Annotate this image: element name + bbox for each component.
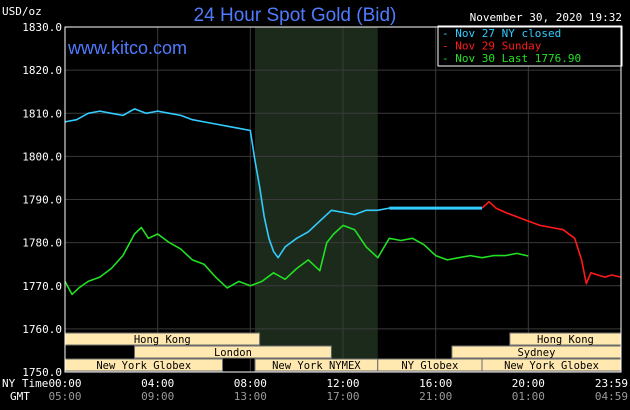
y-tick-label: 1790.0	[22, 194, 62, 207]
plot-frame	[64, 26, 622, 373]
y-tick-label: 1780.0	[22, 237, 62, 250]
market-session-label: Hong Kong	[134, 334, 191, 346]
x-tick-label-gmt: 04:59	[595, 390, 628, 403]
chart-legend: - Nov 27 NY closed- Nov 29 Sunday- Nov 3…	[437, 25, 623, 67]
market-session-label: London	[214, 347, 252, 359]
y-tick-label: 1830.0	[22, 21, 62, 34]
legend-entry: - Nov 29 Sunday	[442, 40, 542, 53]
x-tick-label-gmt: 21:00	[419, 390, 452, 403]
legend-entry: - Nov 30 Last 1776.90	[442, 52, 581, 65]
chart-date: November 30, 2020 19:32	[470, 11, 622, 24]
market-session-label: Sydney	[517, 347, 555, 359]
x-tick-label-ny: 12:00	[326, 377, 359, 390]
y-tick-label: 1820.0	[22, 64, 62, 77]
x-tick-label-ny: 08:00	[234, 377, 267, 390]
y-tick-label: 1810.0	[22, 107, 62, 120]
x-tick-label-ny: 23:59	[595, 377, 628, 390]
x-tick-label-gmt: 13:00	[234, 390, 267, 403]
y-axis-unit-label: USD/oz	[2, 5, 42, 18]
gmt-row-label: GMT	[10, 390, 30, 403]
series-line	[481, 200, 622, 285]
brand-watermark: www.kitco.com	[67, 38, 187, 58]
x-tick-label-gmt: 17:00	[326, 390, 359, 403]
x-tick-label-gmt: 09:00	[141, 390, 174, 403]
x-tick-label-ny: 04:00	[141, 377, 174, 390]
x-tick-label-gmt: 01:00	[512, 390, 545, 403]
ny-time-row-label: NY Time	[2, 377, 48, 390]
chart-title: 24 Hour Spot Gold (Bid)	[194, 5, 397, 26]
market-session-label: NY Globex	[401, 360, 458, 372]
x-tick-label-ny: 00:00	[48, 377, 81, 390]
series-line	[64, 224, 529, 296]
y-tick-label: 1770.0	[22, 280, 62, 293]
market-session-label: New York NYMEX	[272, 360, 361, 372]
x-tick-label-gmt: 05:00	[48, 390, 81, 403]
market-session-label: New York Globex	[504, 360, 599, 372]
series-line	[64, 108, 482, 259]
legend-box	[437, 25, 623, 67]
plot-area	[64, 26, 622, 373]
y-tick-label: 1760.0	[22, 323, 62, 336]
market-session-label: New York Globex	[96, 360, 191, 372]
y-tick-label: 1800.0	[22, 150, 62, 163]
x-tick-label-ny: 20:00	[512, 377, 545, 390]
x-tick-label-ny: 16:00	[419, 377, 452, 390]
legend-entry: - Nov 27 NY closed	[442, 27, 561, 40]
market-session-box	[134, 345, 332, 359]
market-session-label: Hong Kong	[537, 334, 594, 346]
axes: 1750.0 1760.0 1770.0 1780.0 1790.0 1800.0 1810…	[22, 21, 628, 403]
y-tick-label: 1750.0	[22, 366, 62, 379]
price-series	[64, 108, 622, 296]
